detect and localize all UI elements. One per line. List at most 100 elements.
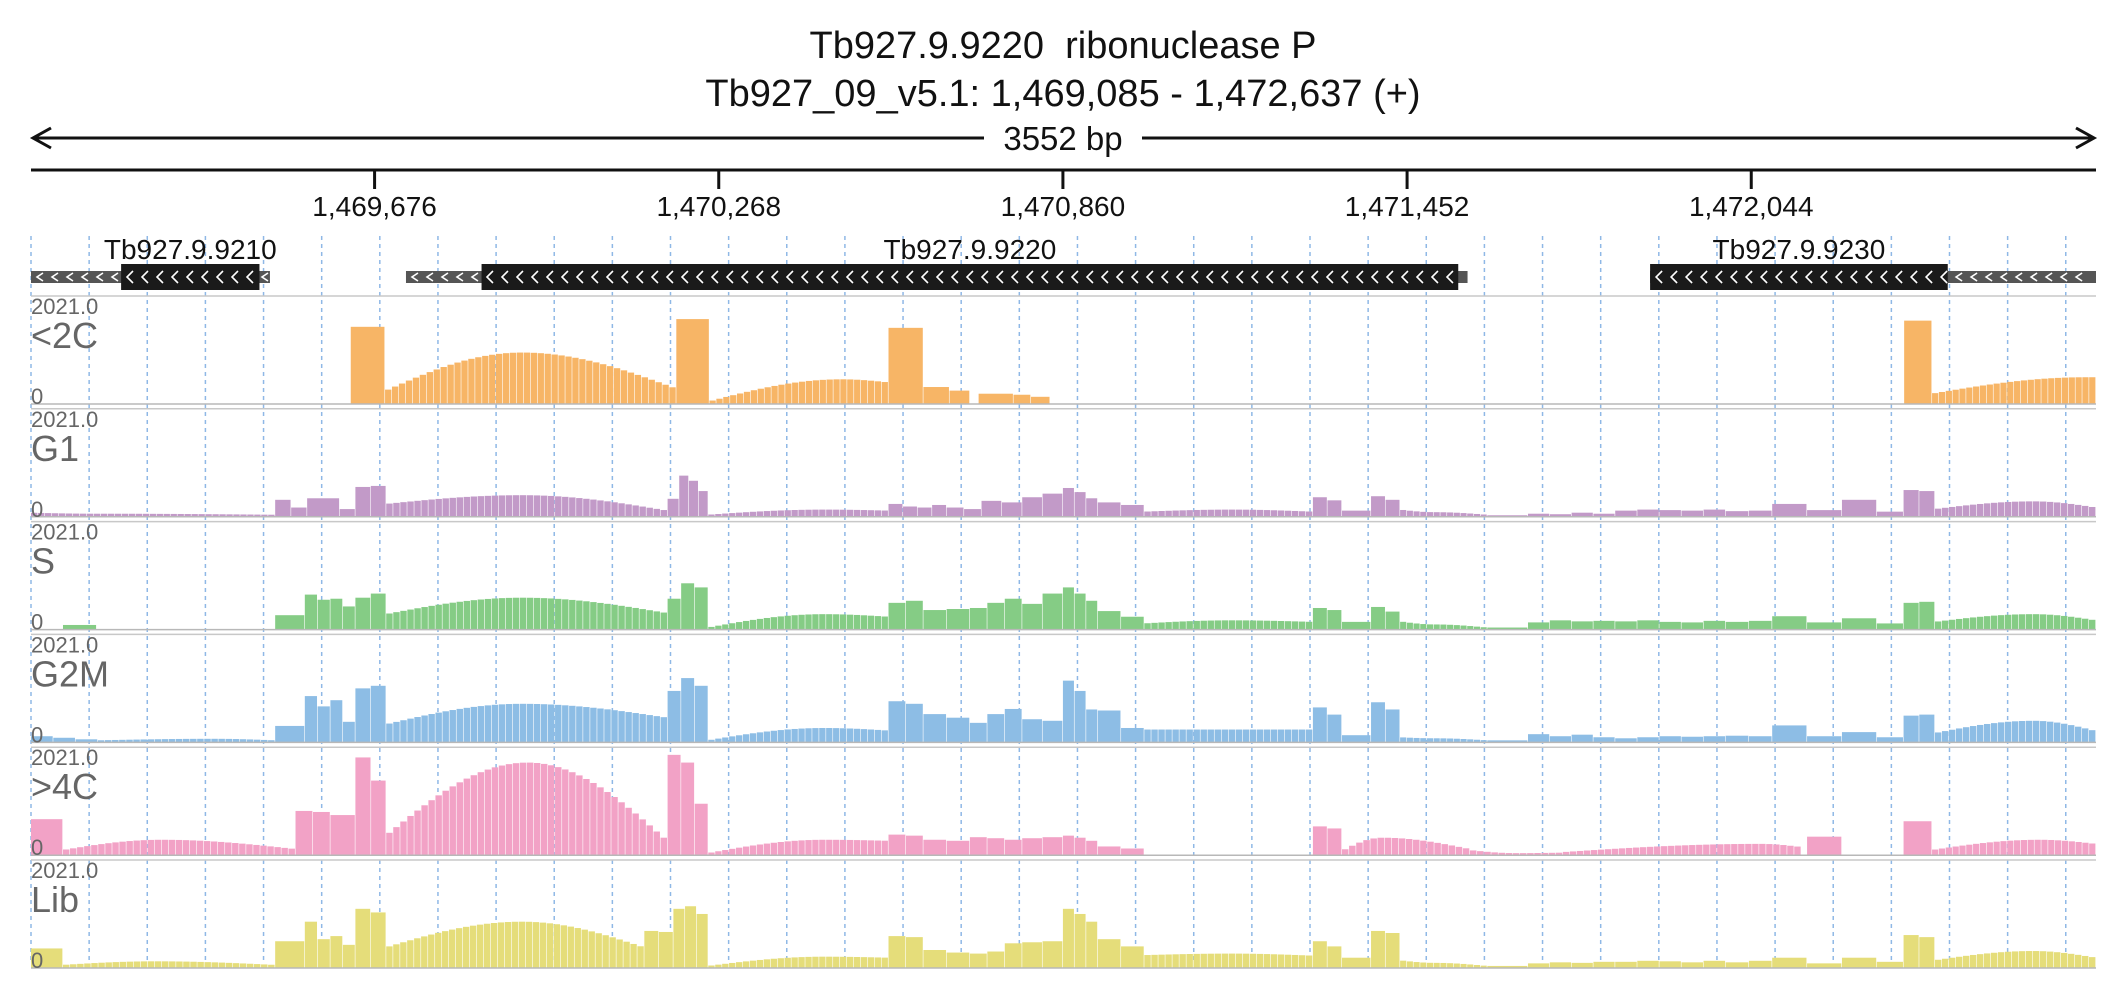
coverage-bar	[2067, 725, 2075, 743]
coverage-bar	[1121, 504, 1144, 517]
coverage-bar	[62, 624, 97, 630]
coverage-bar	[597, 708, 604, 743]
coverage-bar	[1086, 709, 1098, 743]
coverage-bar	[1074, 913, 1086, 968]
coverage-bar	[1983, 616, 1991, 630]
coverage-bar	[839, 839, 847, 856]
coverage-bar	[1480, 965, 1487, 968]
coverage-bar	[1625, 847, 1633, 856]
coverage-bar	[653, 831, 660, 856]
coverage-bar	[1725, 511, 1749, 517]
coverage-bar	[317, 706, 330, 743]
coverage-bar	[2025, 614, 2033, 630]
coverage-bar	[1312, 707, 1327, 743]
coverage-bar	[565, 356, 572, 404]
coverage-bar	[729, 736, 736, 743]
coverage-bar	[275, 941, 305, 968]
coverage-bar	[1460, 963, 1467, 968]
coverage-bar	[576, 706, 583, 743]
coverage-bar	[874, 510, 881, 517]
coverage-bar	[784, 957, 791, 968]
coverage-bar	[1447, 624, 1454, 630]
coverage-bar	[1022, 719, 1042, 743]
coverage-bar	[604, 603, 611, 630]
coverage-bar	[839, 956, 847, 968]
coverage-bar	[1312, 941, 1327, 968]
strand-chevron	[1130, 270, 1139, 284]
coverage-bar	[812, 380, 820, 404]
coverage-bar	[162, 961, 169, 968]
coverage-tracks: 2021.0<2C02021.0G102021.0S02021.0G2M0202…	[31, 294, 2096, 973]
coverage-bar	[881, 840, 888, 856]
coverage-bar	[505, 597, 513, 630]
coverage-bar	[1256, 953, 1264, 968]
coverage-bar	[190, 961, 197, 968]
coverage-bar	[763, 617, 771, 630]
coverage-bar	[1969, 726, 1977, 743]
strand-chevron	[455, 272, 464, 282]
coverage-bar	[2081, 505, 2089, 517]
coverage-bar	[1460, 513, 1467, 517]
coverage-bar	[1703, 736, 1726, 743]
coverage-bar	[1426, 738, 1434, 743]
gene-track: Tb927.9.9210 Tb927.9.9220 Tb927.9.9230	[31, 234, 2096, 290]
coverage-bar	[523, 352, 531, 404]
coverage-bar	[198, 514, 205, 517]
coverage-bar	[618, 605, 625, 630]
coverage-bar	[1062, 835, 1074, 856]
coverage-bar	[1327, 828, 1342, 856]
coverage-bar	[860, 957, 868, 968]
coverage-bar	[648, 379, 655, 404]
coverage-bar	[2067, 503, 2075, 517]
coverage-bar	[749, 733, 757, 743]
coverage-bar	[1433, 624, 1440, 630]
strand-chevron	[1355, 270, 1364, 284]
strand-chevron	[710, 270, 719, 284]
coverage-bar	[1151, 729, 1158, 743]
coverage-bar	[1519, 853, 1527, 856]
coverage-bar	[1235, 729, 1243, 743]
coverage-bar	[317, 599, 330, 630]
coverage-bar	[708, 514, 715, 517]
coverage-bar	[1682, 845, 1689, 856]
coverage-bar	[65, 513, 73, 517]
coverage-bar	[295, 810, 313, 856]
coverage-bar	[600, 364, 607, 404]
coverage-bar	[470, 706, 478, 743]
coverage-bar	[126, 961, 134, 968]
coverage-bar	[673, 908, 685, 968]
coverage-bar	[1200, 620, 1207, 630]
strand-chevron	[995, 270, 1004, 284]
coverage-bar	[1426, 962, 1434, 968]
coverage-bar	[681, 762, 695, 856]
coverage-bar	[526, 495, 534, 517]
coverage-bar	[421, 607, 428, 630]
coverage-bar	[2020, 380, 2028, 404]
coverage-bar	[625, 504, 632, 517]
coverage-bar	[31, 948, 63, 968]
coverage-bar	[516, 352, 524, 404]
coverage-bar	[398, 383, 406, 404]
coverage-bar	[428, 714, 435, 743]
coverage-bar	[225, 738, 233, 743]
coverage-bar	[1593, 620, 1615, 630]
coverage-bar	[756, 959, 764, 968]
coverage-bar	[1966, 387, 1973, 404]
coverage-bar	[1062, 587, 1074, 630]
coverage-bar	[2018, 951, 2026, 968]
strand-chevron	[1160, 270, 1169, 284]
coverage-bar	[2025, 720, 2033, 743]
coverage-bar	[667, 690, 681, 743]
strand-chevron	[1819, 270, 1828, 284]
coverage-bar	[669, 387, 676, 404]
coverage-bar	[749, 619, 757, 630]
strand-chevron	[800, 270, 809, 284]
coverage-bar	[562, 496, 569, 517]
coverage-bar	[370, 485, 386, 517]
coverage-bar	[611, 710, 618, 743]
coverage-bar	[1473, 626, 1481, 630]
coverage-bar	[854, 379, 861, 404]
coverage-bar	[1341, 510, 1371, 517]
coverage-bar	[540, 763, 548, 856]
coverage-bar	[1787, 845, 1794, 856]
